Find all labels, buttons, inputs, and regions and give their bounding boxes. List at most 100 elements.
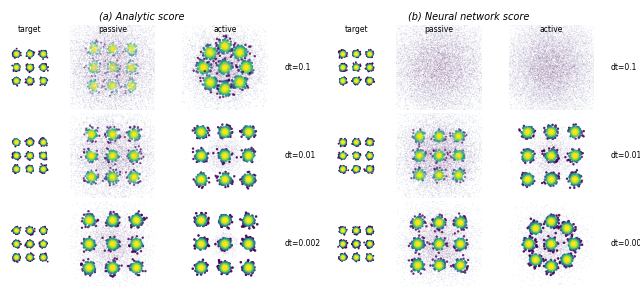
Point [364, 65, 374, 69]
Point [468, 66, 479, 71]
Point [223, 134, 233, 139]
Point [442, 167, 452, 172]
Point [429, 80, 440, 85]
Point [410, 88, 420, 92]
Point [169, 53, 179, 58]
Point [533, 167, 543, 172]
Point [86, 265, 96, 270]
Point [104, 65, 115, 70]
Point [206, 72, 216, 77]
Point [417, 44, 428, 48]
Point [364, 168, 374, 173]
Point [95, 231, 106, 235]
Point [426, 63, 436, 67]
Point [439, 53, 449, 58]
Point [108, 53, 118, 58]
Point [90, 97, 100, 102]
Point [99, 166, 109, 171]
Point [421, 139, 431, 143]
Point [337, 243, 348, 248]
Point [337, 79, 348, 84]
Point [521, 171, 531, 176]
Point [448, 210, 458, 215]
Point [352, 167, 362, 172]
Point [570, 61, 580, 65]
Point [448, 209, 458, 214]
Point [575, 107, 586, 112]
Point [480, 110, 490, 115]
Point [156, 47, 166, 51]
Point [123, 64, 133, 68]
Point [214, 66, 225, 71]
Point [415, 245, 426, 250]
Point [84, 168, 95, 173]
Point [572, 244, 582, 249]
Point [77, 142, 88, 146]
Point [38, 241, 49, 246]
Point [245, 239, 255, 244]
Point [222, 125, 232, 130]
Point [233, 148, 243, 152]
Point [61, 115, 72, 120]
Point [469, 152, 479, 157]
Point [536, 248, 547, 252]
Point [336, 52, 346, 56]
Point [104, 155, 114, 159]
Point [524, 96, 534, 100]
Point [364, 255, 374, 260]
Point [215, 153, 225, 158]
Point [536, 129, 546, 134]
Point [537, 149, 547, 153]
Point [455, 258, 465, 263]
Point [349, 65, 359, 70]
Point [146, 67, 156, 71]
Point [541, 108, 551, 113]
Point [432, 270, 442, 274]
Point [448, 68, 458, 72]
Point [12, 228, 22, 233]
Point [435, 159, 445, 163]
Point [24, 79, 35, 84]
Point [428, 160, 438, 165]
Point [524, 132, 534, 137]
Point [26, 167, 36, 172]
Point [421, 182, 431, 187]
Point [96, 90, 106, 94]
Point [442, 41, 452, 46]
Point [28, 138, 38, 142]
Point [86, 67, 96, 72]
Point [231, 37, 241, 42]
Point [438, 38, 448, 43]
Point [13, 142, 23, 146]
Point [456, 240, 466, 245]
Point [568, 170, 578, 175]
Point [436, 141, 446, 146]
Point [458, 279, 468, 284]
Point [127, 47, 137, 52]
Point [244, 243, 255, 248]
Point [115, 220, 125, 225]
Point [495, 46, 506, 51]
Point [534, 68, 544, 72]
Point [473, 94, 483, 99]
Point [545, 89, 556, 94]
Point [575, 77, 586, 82]
Point [529, 63, 539, 68]
Point [49, 29, 60, 34]
Point [38, 64, 48, 68]
Point [95, 236, 105, 240]
Point [10, 167, 20, 171]
Point [130, 155, 140, 160]
Point [454, 99, 464, 103]
Point [233, 59, 243, 64]
Point [491, 96, 501, 101]
Point [583, 91, 593, 96]
Point [39, 241, 49, 246]
Point [386, 42, 396, 47]
Point [366, 243, 376, 247]
Point [127, 57, 137, 62]
Point [24, 78, 35, 83]
Point [363, 256, 373, 260]
Point [441, 228, 451, 233]
Point [38, 228, 48, 232]
